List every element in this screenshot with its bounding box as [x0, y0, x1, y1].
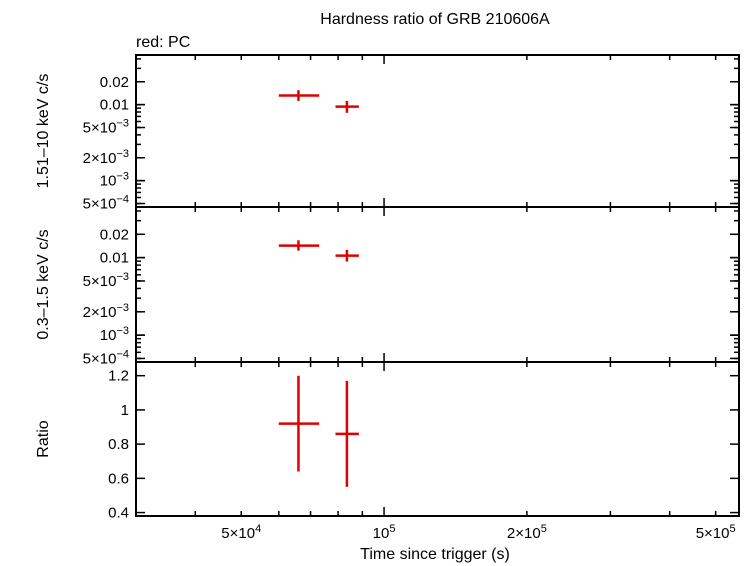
- y-tick-label: 1: [121, 402, 129, 419]
- y-tick-label: 5×10−4: [83, 194, 129, 213]
- chart-title: Hardness ratio of GRB 210606A: [320, 11, 550, 28]
- y-axis-label-hard: 1.51–10 keV c/s: [35, 74, 52, 189]
- x-tick-label: 5×104: [221, 523, 261, 542]
- y-tick-label: 2×10−3: [83, 148, 129, 167]
- panel-frame: [135, 361, 740, 517]
- y-tick-label: 0.01: [100, 250, 129, 267]
- y-tick-label: 0.02: [100, 74, 129, 91]
- y-axis-label-soft: 0.3–1.5 keV c/s: [35, 229, 52, 339]
- y-tick-label: 5×10−3: [83, 271, 129, 290]
- y-tick-label: 2×10−3: [83, 302, 129, 321]
- y-tick-label: 0.02: [100, 226, 129, 243]
- x-tick-label: 5×105: [696, 523, 736, 542]
- legend-label: red: PC: [136, 34, 190, 51]
- y-tick-label: 10−3: [100, 325, 129, 344]
- y-tick-label: 5×10−4: [83, 348, 129, 367]
- panel-frame: [135, 54, 740, 208]
- y-tick-label: 5×10−3: [83, 118, 129, 137]
- y-tick-label: 1.2: [108, 368, 129, 385]
- x-tick-label: 2×105: [507, 523, 547, 542]
- y-axis-label-ratio: Ratio: [35, 420, 52, 457]
- panel-hard: 0.02 0.01 5×10−3 2×10−3 10−3 5×10−4 1.51–10 ke…: [35, 54, 740, 213]
- panel-ratio: 1.2 1 0.8 0.6 0.4 Ratio: [35, 361, 740, 522]
- y-tick-label: 10−3: [100, 171, 129, 190]
- x-tick-label: 105: [373, 523, 396, 542]
- y-tick-label: 0.8: [108, 436, 129, 453]
- y-tick-label: 0.01: [100, 97, 129, 114]
- panel-frame: [135, 206, 740, 363]
- y-tick-label: 0.6: [108, 470, 129, 487]
- y-tick-label: 0.4: [108, 505, 129, 522]
- panel-soft: 0.02 0.01 5×10−3 2×10−3 10−3 5×10−4 0.3–1.5 ke…: [35, 206, 740, 367]
- x-axis-label: Time since trigger (s): [360, 546, 510, 563]
